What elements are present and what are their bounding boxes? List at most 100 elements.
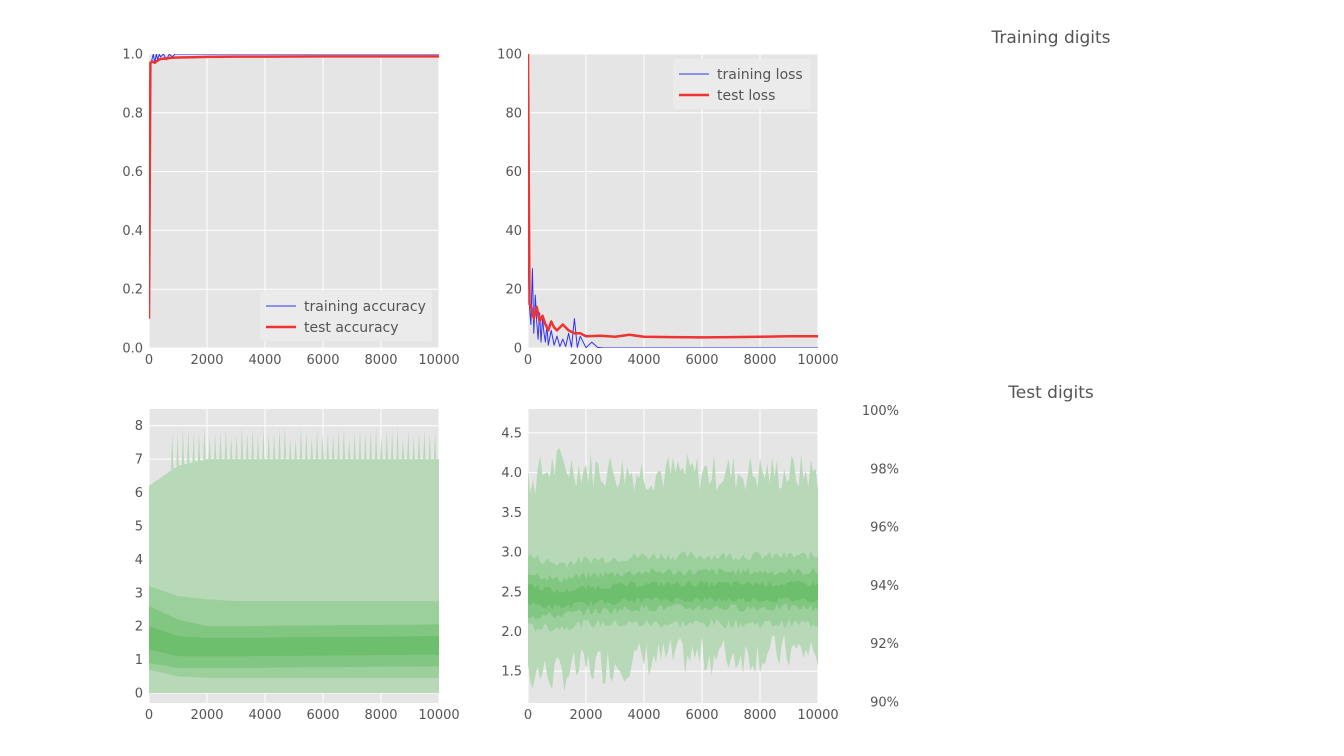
activation-spike <box>428 433 431 460</box>
chart-conv: 0 2000 4000 6000 8000 10000 0 1 2 3 4 5 6 7 8 <box>135 409 460 723</box>
y-tick-label: 2 <box>135 620 143 635</box>
activation-spike <box>240 426 244 460</box>
data-layer <box>149 54 439 319</box>
x-tick-label: 0 <box>145 708 153 723</box>
activation-spike <box>187 429 190 464</box>
legend: training accuracy test accuracy <box>260 291 432 341</box>
y-tick-label: 7 <box>135 453 143 468</box>
y-tick-label: 20 <box>505 283 522 298</box>
chart-loss: 0 2000 4000 6000 8000 10000 0 20 40 60 80 100 traini… <box>497 48 839 369</box>
y-tick-label: 6 <box>135 486 143 501</box>
y-tick-label: 80 <box>505 106 522 121</box>
activation-spike <box>417 432 421 460</box>
y-tick-label: 0.6 <box>122 165 143 180</box>
legend-label: test loss <box>717 88 775 104</box>
y-tick-label: 0 <box>514 342 522 357</box>
activation-spike <box>369 430 372 460</box>
activation-spike <box>214 433 217 460</box>
y-tick-label: 0.2 <box>122 283 143 298</box>
y-tick-label: 40 <box>505 224 522 239</box>
activation-spike <box>374 427 378 460</box>
legend-box <box>673 59 811 109</box>
activation-spike <box>364 433 367 460</box>
percent-tick-label: 98% <box>870 462 899 477</box>
activation-spike <box>283 426 286 460</box>
activation-spike <box>310 438 313 460</box>
x-tick-label: 8000 <box>743 708 776 723</box>
x-tick-label: 8000 <box>364 708 397 723</box>
y-tick-label: 3.5 <box>501 506 522 521</box>
activation-spike <box>171 432 174 470</box>
x-tick-label: 10000 <box>418 708 459 723</box>
y-tick-label: 1 <box>135 653 143 668</box>
x-tick-label: 4000 <box>248 353 281 368</box>
activation-spike <box>294 438 297 460</box>
x-tick-label: 6000 <box>685 353 718 368</box>
y-tick-label: 2.5 <box>501 585 522 600</box>
activation-spike <box>235 434 238 460</box>
training-digits-title: Training digits <box>990 28 1110 48</box>
x-tick-label: 10000 <box>797 708 838 723</box>
y-tick-label: 1.5 <box>501 665 522 680</box>
activation-spike <box>251 428 254 460</box>
x-tick-label: 4000 <box>248 708 281 723</box>
percent-tick-label: 90% <box>870 696 899 711</box>
y-tick-label: 3 <box>135 586 143 601</box>
x-tick-label: 0 <box>145 353 153 368</box>
activation-spike <box>332 434 335 460</box>
legend-label: test accuracy <box>304 320 399 336</box>
y-tick-label: 0.8 <box>122 106 143 121</box>
activation-band-4 <box>149 626 439 657</box>
test-digits-title: Test digits <box>1007 383 1094 403</box>
x-tick-label: 10000 <box>418 353 459 368</box>
activation-spike <box>224 429 227 460</box>
series-line-training <box>149 54 439 319</box>
activation-spike <box>203 426 206 460</box>
x-tick-label: 0 <box>524 708 532 723</box>
activation-spike <box>299 427 303 460</box>
x-tick-label: 6000 <box>306 708 339 723</box>
x-tick-label: 2000 <box>190 353 223 368</box>
activation-spike <box>401 438 405 460</box>
x-tick-label: 10000 <box>797 353 838 368</box>
series-line-test <box>149 55 439 319</box>
y-tick-label: 5 <box>135 519 143 534</box>
percent-tick-label: 94% <box>870 579 899 594</box>
activation-spike <box>219 431 222 460</box>
chart-dense: 0 2000 4000 6000 8000 10000 1.5 2.0 2.5 3.0 3.5 4.0… <box>501 409 839 723</box>
activation-spike <box>230 436 233 460</box>
chart-accuracy: 0 2000 4000 6000 8000 10000 0.0 0.2 0.4 0.6 0.8 1.0… <box>122 48 459 369</box>
y-tick-label: 4 <box>135 553 143 568</box>
percent-tick-label: 96% <box>870 521 899 536</box>
activation-band-4 <box>528 580 818 610</box>
percent-tick-label: 100% <box>862 404 899 419</box>
activation-spike <box>208 437 211 460</box>
activation-spike <box>423 428 426 460</box>
activation-spike <box>305 431 308 460</box>
y-tick-label: 1.0 <box>122 48 143 63</box>
series-line-test <box>528 54 818 339</box>
x-tick-label: 8000 <box>364 353 397 368</box>
activation-spike <box>348 438 351 460</box>
y-tick-label: 60 <box>505 165 522 180</box>
activation-spike <box>380 436 383 460</box>
legend-label: training accuracy <box>304 299 426 315</box>
y-tick-label: 4.5 <box>501 426 522 441</box>
y-tick-label: 100 <box>497 48 522 63</box>
x-tick-label: 2000 <box>569 353 602 368</box>
gridlines <box>148 53 440 349</box>
activation-spike <box>267 433 270 460</box>
legend-box <box>260 291 432 341</box>
data-layer <box>149 426 439 693</box>
x-tick-label: 2000 <box>190 708 223 723</box>
activation-spike <box>192 431 195 463</box>
activation-spike <box>315 428 319 460</box>
data-layer <box>528 54 818 348</box>
x-tick-label: 6000 <box>685 708 718 723</box>
series-line-training <box>528 259 818 348</box>
x-tick-label: 2000 <box>569 708 602 723</box>
y-tick-label: 4.0 <box>501 466 522 481</box>
activation-spike <box>273 432 276 460</box>
activation-spike <box>181 427 185 465</box>
